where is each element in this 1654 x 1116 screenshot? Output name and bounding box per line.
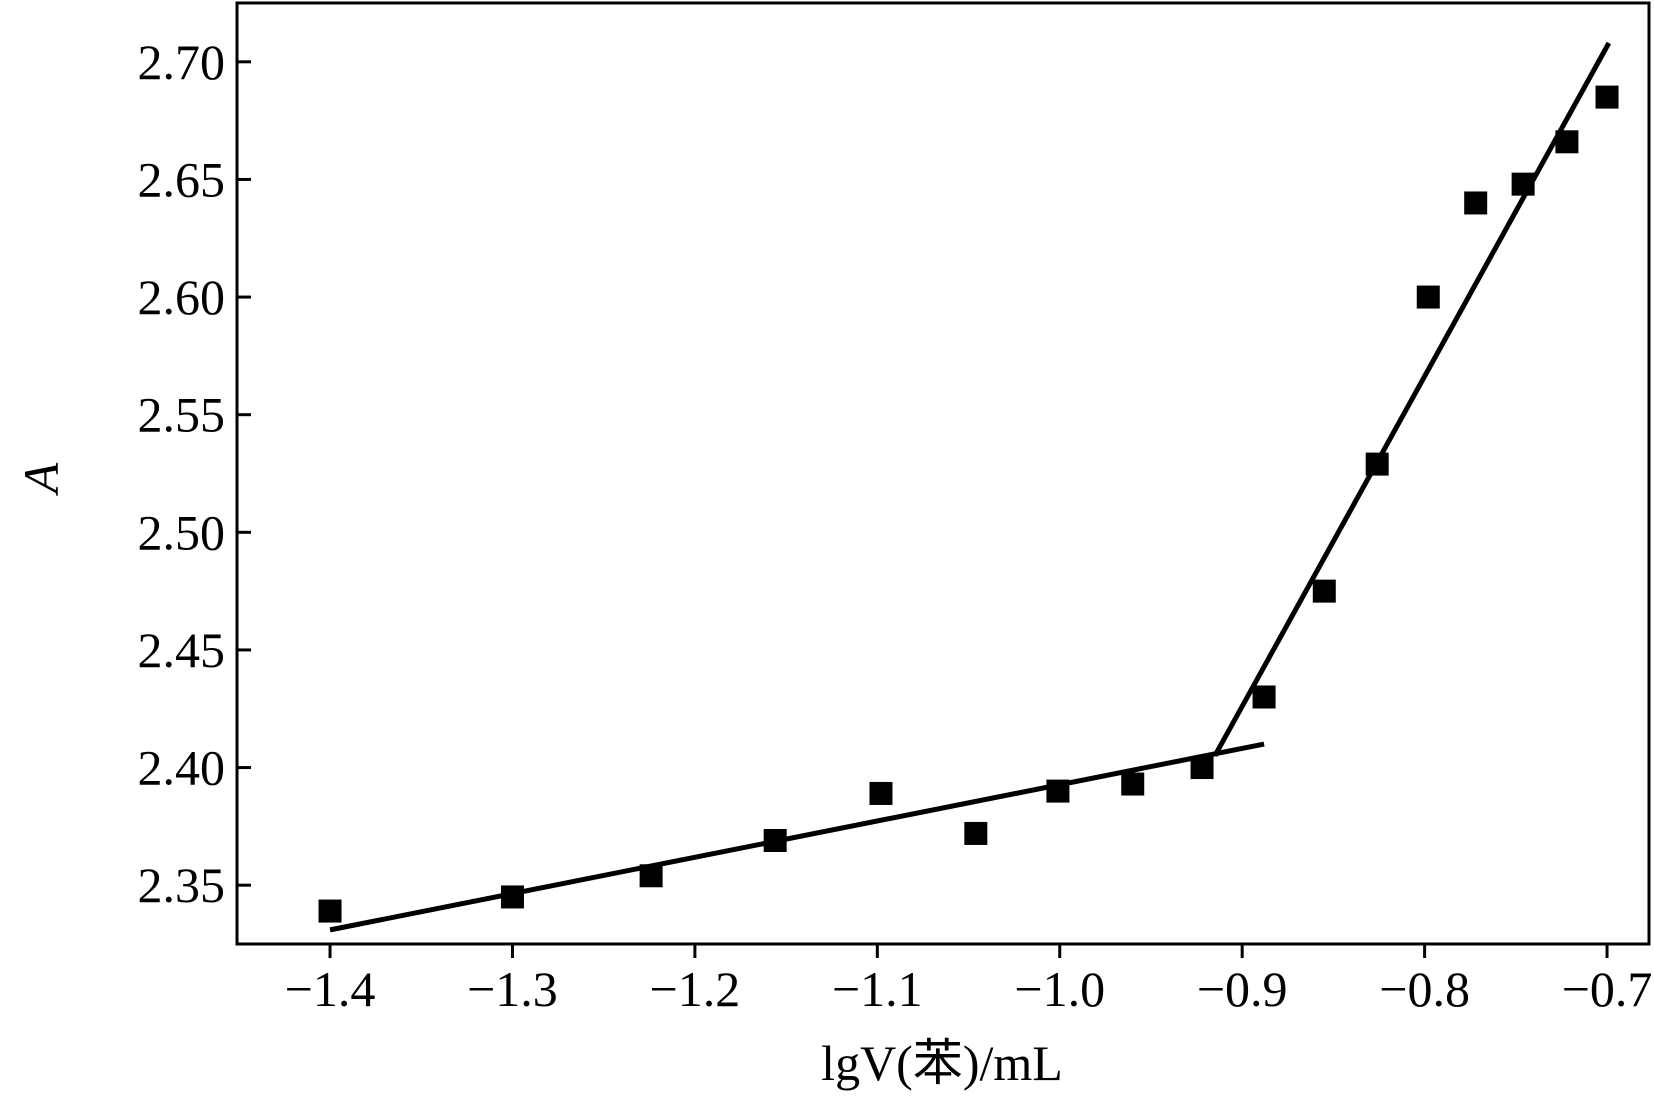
y-tick-label: 2.70 [138,34,226,90]
x-axis-label: lgV(苯)/mL [821,1035,1063,1091]
data-point [964,821,988,845]
fit-line [1212,41,1612,758]
x-tick-label: −0.8 [1379,961,1470,1017]
data-point [1365,452,1389,476]
data-point [1511,172,1535,196]
y-tick-label: 2.65 [138,151,226,207]
fit-line [329,741,1265,933]
data-point [1046,779,1070,803]
data-point [1555,130,1579,154]
data-point [763,828,787,852]
data-point [1312,579,1336,603]
y-tick-label: 2.35 [138,857,226,913]
x-tick-label: −1.1 [832,961,923,1017]
y-tick-label: 2.60 [138,269,226,325]
x-tick-label: −1.3 [467,961,558,1017]
y-tick-label: 2.45 [138,622,226,678]
data-point [1190,756,1214,780]
data-point [1121,772,1145,796]
data-point [318,899,342,923]
y-tick-label: 2.40 [138,740,226,796]
data-point [639,864,663,888]
data-point [1416,285,1440,309]
data-point [869,781,893,805]
y-axis-label: A [13,462,69,496]
x-tick-label: −1.0 [1014,961,1105,1017]
y-tick-label: 2.55 [138,387,226,443]
data-point [1252,685,1276,709]
data-point [1464,191,1488,215]
x-tick-label: −0.7 [1562,961,1653,1017]
data-point [500,885,524,909]
x-tick-label: −1.2 [650,961,741,1017]
data-point [1595,85,1619,109]
plot-frame [235,1,1651,946]
y-tick-label: 2.50 [138,504,226,560]
x-tick-label: −1.4 [285,961,376,1017]
x-tick-label: −0.9 [1197,961,1288,1017]
